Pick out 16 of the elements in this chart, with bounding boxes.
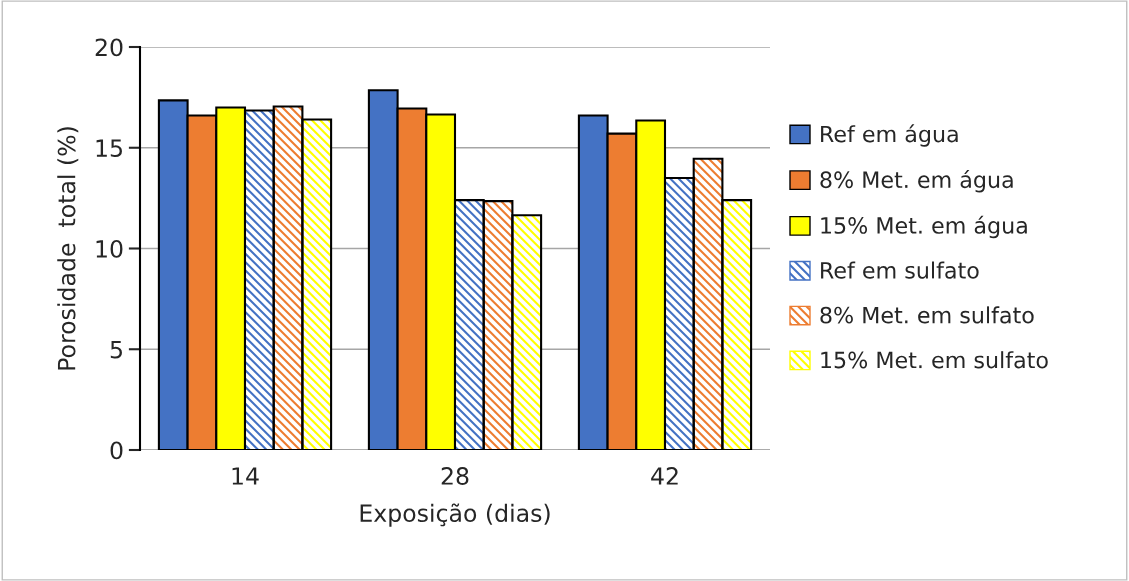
x-tick-label: 14 bbox=[232, 467, 259, 485]
legend-label: 8% Met. em sulfato bbox=[820, 306, 1034, 324]
x-tick-label: 42 bbox=[651, 467, 678, 485]
legend-label: Ref em sulfato bbox=[821, 261, 979, 279]
legend-label: Ref em água bbox=[821, 124, 958, 147]
legend-label: 15% Met. em água bbox=[821, 215, 1027, 239]
y-tick-label: 10 bbox=[96, 239, 123, 258]
y-axis-title: Porosidade total (%) bbox=[57, 127, 79, 370]
y-tick-label: 20 bbox=[95, 38, 123, 57]
y-tick-label: 15 bbox=[96, 139, 122, 158]
y-tick-label: 0 bbox=[110, 441, 123, 460]
x-axis-title: Exposição (dias) bbox=[360, 503, 550, 527]
y-tick-label: 5 bbox=[110, 341, 122, 359]
legend-label: 8% Met. em água bbox=[820, 170, 1013, 193]
x-tick-label: 28 bbox=[441, 467, 469, 485]
legend-label: 15% Met. em sulfato bbox=[821, 351, 1048, 369]
